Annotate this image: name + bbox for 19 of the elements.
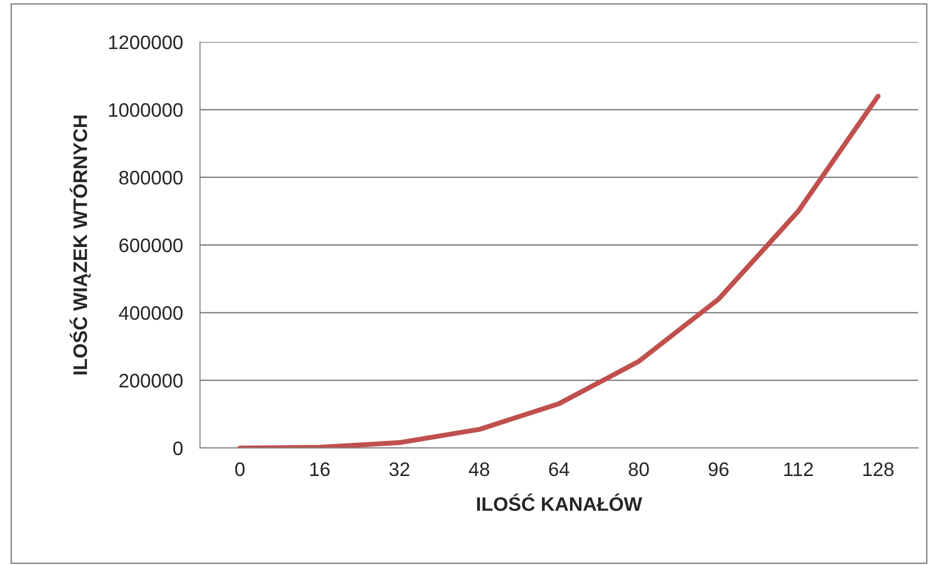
x-tick-label: 96: [708, 462, 729, 476]
y-tick-label: 200000: [119, 374, 183, 388]
x-tick-label: 128: [863, 462, 894, 476]
x-tick-label: 48: [468, 462, 490, 476]
y-tick-label: 1200000: [109, 35, 183, 50]
y-tick-label: 0: [173, 441, 183, 456]
x-tick-label: 0: [235, 462, 245, 476]
y-tick-label: 600000: [119, 238, 183, 252]
x-axis-title: ILOŚĆ KANAŁÓW: [477, 494, 642, 511]
y-tick-label: 800000: [119, 170, 183, 185]
y-tick-label: 1000000: [109, 103, 183, 117]
line-series: [237, 94, 881, 448]
x-tick-label: 64: [549, 462, 570, 476]
x-tick-label: 16: [310, 462, 330, 476]
y-tick-label: 400000: [118, 306, 183, 320]
x-tick-label: 112: [784, 462, 813, 476]
x-tick-label: 32: [389, 462, 410, 476]
y-axis-title: ILOŚĆ WIĄZEK WTÓRNYCH: [70, 116, 91, 374]
x-tick-label: 80: [628, 462, 649, 476]
